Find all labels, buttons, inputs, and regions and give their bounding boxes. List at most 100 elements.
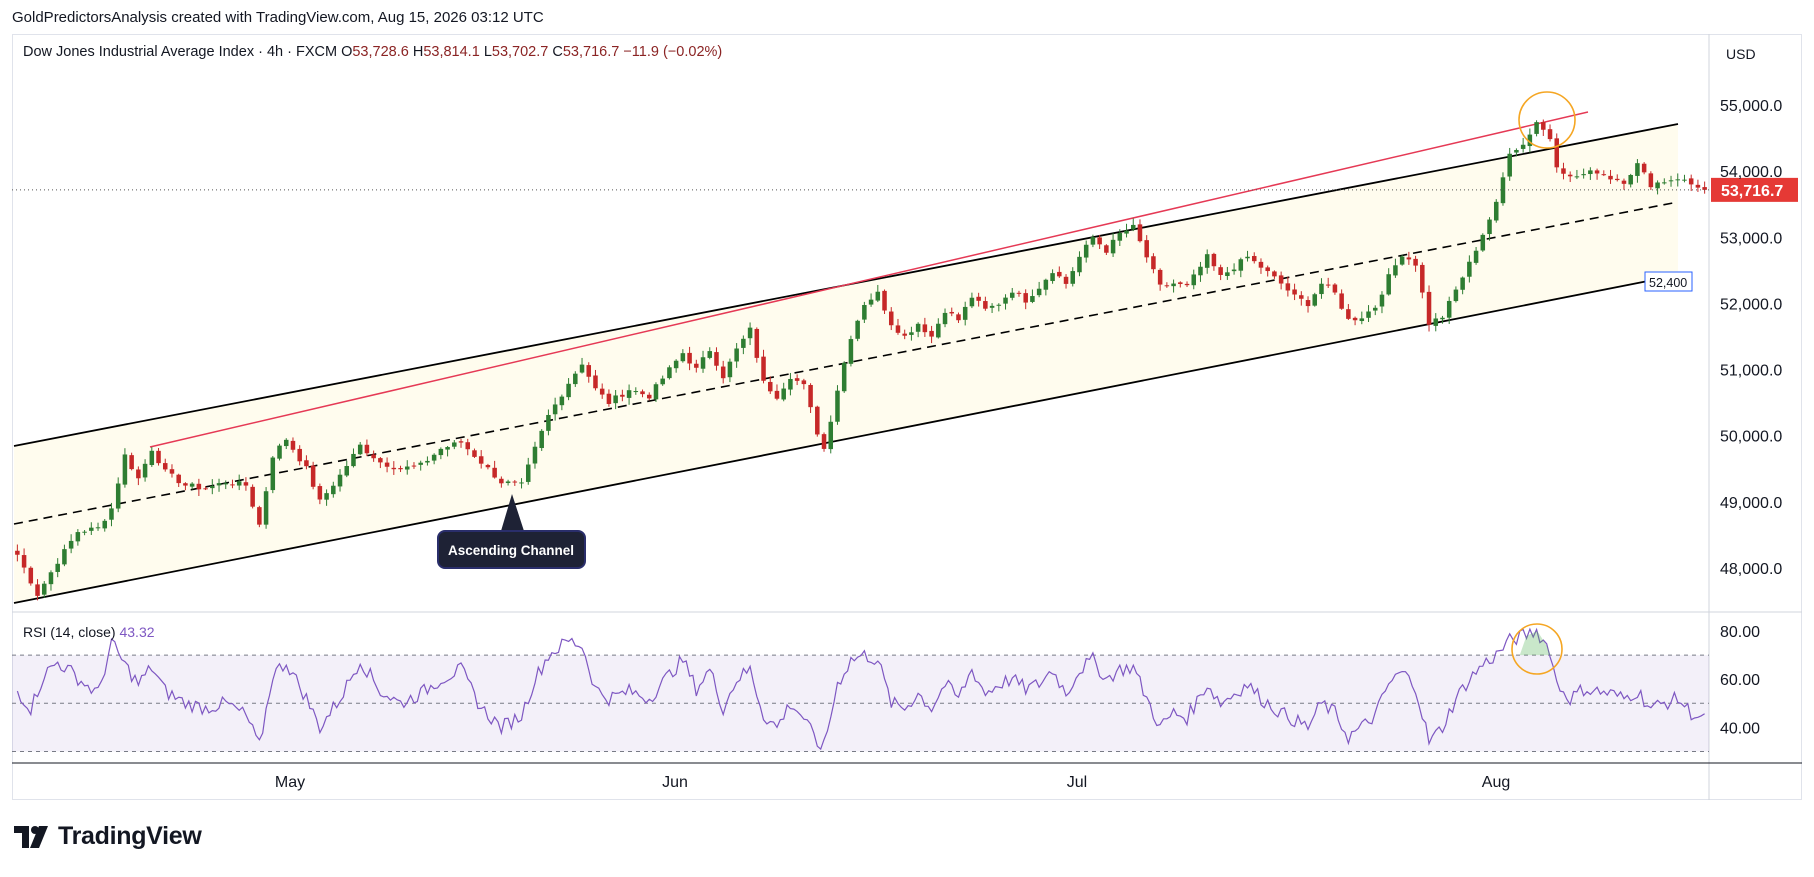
candle-body: [1352, 317, 1358, 321]
candle: [169, 464, 175, 478]
candle-body: [1278, 275, 1284, 284]
candle-body: [142, 463, 148, 478]
candle: [1305, 296, 1311, 313]
candle-body: [620, 394, 625, 397]
candle: [1218, 264, 1223, 281]
candle-body: [41, 583, 47, 595]
candle: [767, 376, 773, 394]
candle-body: [290, 440, 296, 450]
candle-body: [727, 361, 733, 378]
candle-body: [1030, 296, 1035, 302]
candle-body: [189, 483, 195, 487]
candle: [646, 392, 652, 401]
candle: [505, 479, 511, 486]
candle-body: [613, 395, 618, 404]
candle-body: [559, 396, 565, 406]
candle: [700, 350, 706, 373]
rsi-tick-label: 60.00: [1720, 672, 1760, 689]
candle-body: [418, 462, 423, 465]
candle: [1077, 251, 1082, 277]
candle-body: [1520, 144, 1526, 149]
candle-body: [909, 332, 914, 335]
candle: [1265, 265, 1270, 277]
candle: [1285, 276, 1291, 297]
candle: [1124, 223, 1129, 238]
candle-body: [788, 378, 793, 390]
candle: [586, 362, 592, 383]
candle: [714, 347, 719, 371]
candle: [875, 284, 881, 303]
candle-body: [304, 460, 309, 467]
candle-body: [626, 390, 632, 398]
rsi-overbought-fill: [1519, 631, 1551, 656]
candle-body: [1446, 300, 1452, 318]
candle: [525, 457, 531, 485]
candle-body: [1621, 180, 1627, 184]
candle-body: [1110, 239, 1116, 254]
resistance-trendline[interactable]: [149, 111, 1589, 448]
candle: [593, 369, 598, 391]
candle: [183, 482, 188, 491]
candle: [1178, 281, 1183, 288]
candle: [122, 448, 128, 488]
candle: [1359, 311, 1365, 325]
candle-body: [1063, 276, 1069, 284]
candle-body: [216, 483, 222, 486]
candle-body: [331, 485, 336, 495]
candle-body: [458, 441, 464, 443]
candle: [1043, 278, 1049, 296]
candle-body: [653, 384, 659, 400]
currency-selector[interactable]: USD: [1726, 46, 1756, 62]
candle: [1608, 169, 1613, 184]
candle: [425, 456, 430, 466]
candle: [606, 389, 612, 407]
candle-body: [922, 324, 928, 333]
candle: [431, 453, 437, 465]
candle: [1325, 277, 1331, 288]
candle: [210, 479, 215, 495]
candle: [176, 473, 181, 487]
candle: [351, 448, 356, 468]
candle: [1399, 254, 1405, 266]
candle-body: [1050, 273, 1055, 282]
candle: [371, 450, 376, 462]
candle-body: [586, 365, 592, 377]
candle-body: [942, 312, 948, 325]
candle: [1406, 251, 1412, 265]
candle-body: [1628, 175, 1633, 185]
candle: [492, 460, 497, 479]
rsi-title: RSI (14, close): [23, 624, 116, 640]
candle-body: [1231, 269, 1237, 272]
candle: [1682, 174, 1687, 183]
price-tick-label: 53,000.0: [1720, 230, 1782, 247]
candle: [949, 307, 955, 317]
candle: [1594, 168, 1600, 180]
candle: [613, 390, 618, 410]
candle-body: [156, 450, 161, 464]
candle-body: [1366, 311, 1371, 318]
candle: [189, 482, 195, 490]
candle-body: [1272, 271, 1277, 277]
candle-body: [1554, 138, 1560, 168]
candle: [1009, 287, 1015, 301]
candle-body: [1608, 175, 1613, 180]
candle-body: [862, 304, 867, 320]
candle-body: [162, 463, 168, 470]
candle: [1621, 178, 1627, 190]
candle: [109, 502, 114, 527]
candle: [391, 461, 397, 475]
candle-body: [1130, 224, 1136, 230]
callout-box[interactable]: [437, 530, 586, 569]
candle: [808, 383, 813, 414]
candle: [667, 365, 672, 380]
candle-body: [828, 421, 834, 450]
candle-body: [808, 384, 813, 408]
candle-body: [1614, 178, 1620, 181]
candle-body: [1009, 292, 1015, 298]
candle-body: [431, 454, 437, 461]
candle-body: [1695, 184, 1701, 188]
candle-body: [848, 339, 854, 364]
candle-body: [983, 301, 988, 309]
candle-body: [230, 484, 235, 486]
